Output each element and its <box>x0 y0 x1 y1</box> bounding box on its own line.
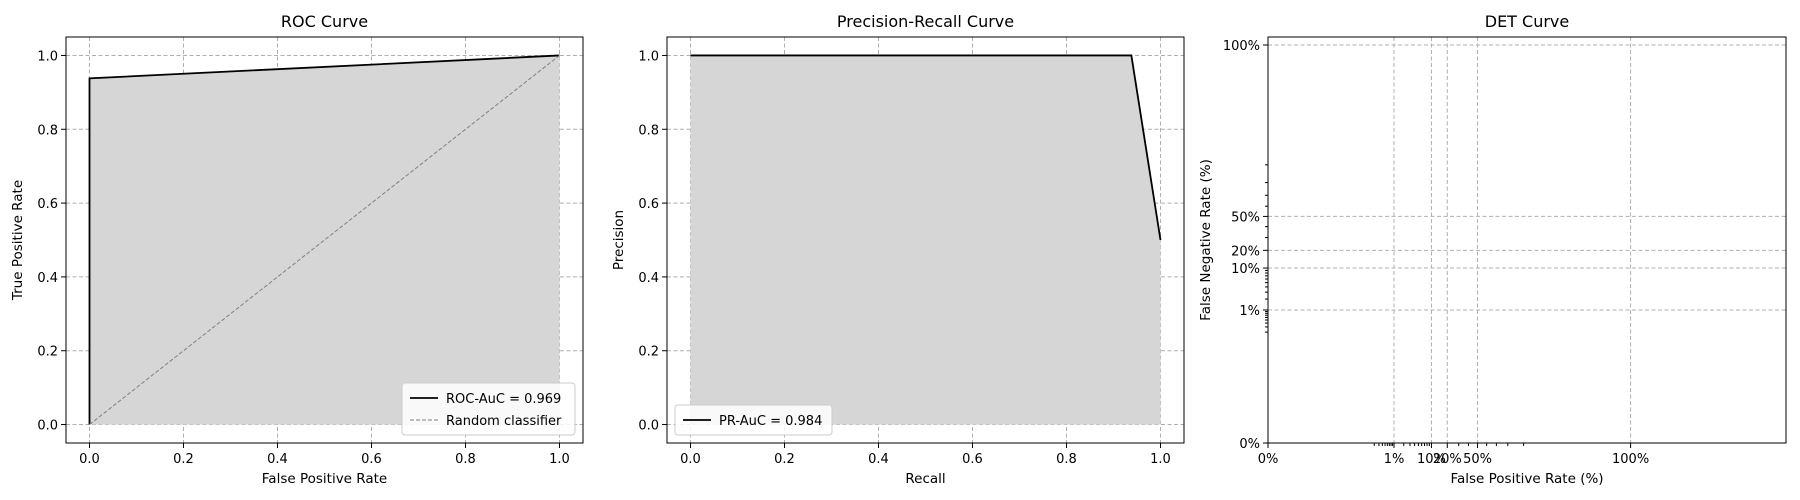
pr-y-tick-label: 0.4 <box>638 271 659 286</box>
pr-x-tick-label: 0.4 <box>868 452 889 467</box>
det-x-axis-title: False Positive Rate (%) <box>1450 471 1603 487</box>
pr-y-tick-label: 0.8 <box>638 123 659 138</box>
det-plot-frame <box>1267 36 1787 444</box>
roc-area-fill <box>89 55 560 425</box>
roc-y-tick-label: 1.0 <box>37 49 58 64</box>
det-y-tick-label: 50% <box>1231 210 1260 225</box>
roc-x-tick-label: 0.8 <box>455 452 476 467</box>
roc-x-axis-title: False Positive Rate <box>262 471 387 487</box>
det-x-tick-label: 10% <box>1417 452 1446 467</box>
pr-legend-label: PR-AuC = 0.984 <box>719 414 822 429</box>
pr-y-axis-title: Precision <box>611 210 627 270</box>
roc-y-tick-label: 0.6 <box>37 197 58 212</box>
pr-x-tick-label: 0.6 <box>962 452 983 467</box>
roc-plot-title: ROC Curve <box>281 12 368 31</box>
pr-x-tick-label: 0.2 <box>774 452 795 467</box>
roc-y-axis-title: True Positive Rate <box>10 180 26 301</box>
det-y-tick-label: 1% <box>1239 304 1260 319</box>
roc-legend-label: Random classifier <box>446 414 562 429</box>
det-y-tick-label: 100% <box>1223 39 1260 54</box>
roc-x-tick-label: 0.4 <box>267 452 288 467</box>
det-x-tick-label: 0% <box>1258 452 1279 467</box>
roc-x-tick-label: 0.6 <box>361 452 382 467</box>
roc-y-tick-label: 0.4 <box>37 271 58 286</box>
det-y-axis-title: False Negative Rate (%) <box>1198 159 1214 321</box>
det-plot-title: DET Curve <box>1485 12 1570 31</box>
pr-series-line-0 <box>690 54 1162 241</box>
roc-curve-panel: 0.0 0.2 0.4 0.6 0.8 1.0 0.0 0.2 0.4 0.6 0.8 1.0 ROC … <box>10 12 584 487</box>
roc-x-tick-label: 0.0 <box>79 452 100 467</box>
roc-y-tick-label: 0.8 <box>37 123 58 138</box>
roc-y-tick-label: 0.2 <box>37 345 58 360</box>
roc-series-line-1 <box>89 55 560 425</box>
roc-legend-label: ROC-AuC = 0.969 <box>446 392 561 407</box>
det-x-tick-label: 20% <box>1433 452 1462 467</box>
roc-x-tick-label: 0.2 <box>173 452 194 467</box>
det-x-tick-label: 50% <box>1463 452 1492 467</box>
roc-y-tick-label: 0.0 <box>37 419 58 434</box>
pr-y-tick-label: 1.0 <box>638 49 659 64</box>
det-x-tick-label: 100% <box>1612 452 1649 467</box>
det-y-tick-label: 10% <box>1231 262 1260 277</box>
pr-plot-frame <box>666 36 1185 444</box>
pr-x-tick-label: 0.0 <box>680 452 701 467</box>
roc-x-tick-label: 1.0 <box>549 452 570 467</box>
pr-legend-box <box>674 404 833 436</box>
roc-plot-frame <box>65 36 584 444</box>
roc-legend: ROC-AuC = 0.969 Random classifier <box>401 382 576 436</box>
pr-x-tick-label: 1.0 <box>1150 452 1171 467</box>
pr-x-axis-title: Recall <box>905 471 945 487</box>
det-y-tick-label: 20% <box>1231 244 1260 259</box>
pr-area-fill <box>690 55 1161 425</box>
det-y-tick-label: 0% <box>1239 437 1260 452</box>
pr-plot-title: Precision-Recall Curve <box>837 12 1014 31</box>
pr-legend: PR-AuC = 0.984 <box>674 404 833 436</box>
roc-legend-box <box>401 382 576 436</box>
precision-recall-curve-panel: 0.0 0.2 0.4 0.6 0.8 1.0 0.0 0.2 0.4 0.6 0.8 1.0 Prec… <box>611 12 1185 487</box>
pr-y-tick-label: 0.6 <box>638 197 659 212</box>
pr-y-tick-label: 0.0 <box>638 419 659 434</box>
roc-series-line-0 <box>88 54 560 425</box>
pr-y-tick-label: 0.2 <box>638 345 659 360</box>
det-x-tick-label: 1% <box>1384 452 1405 467</box>
pr-x-tick-label: 0.8 <box>1056 452 1077 467</box>
det-curve-panel: 0% 1% 10%20% 50% 100%0%1%10%20%50%100%DET Cu… <box>1198 12 1787 487</box>
